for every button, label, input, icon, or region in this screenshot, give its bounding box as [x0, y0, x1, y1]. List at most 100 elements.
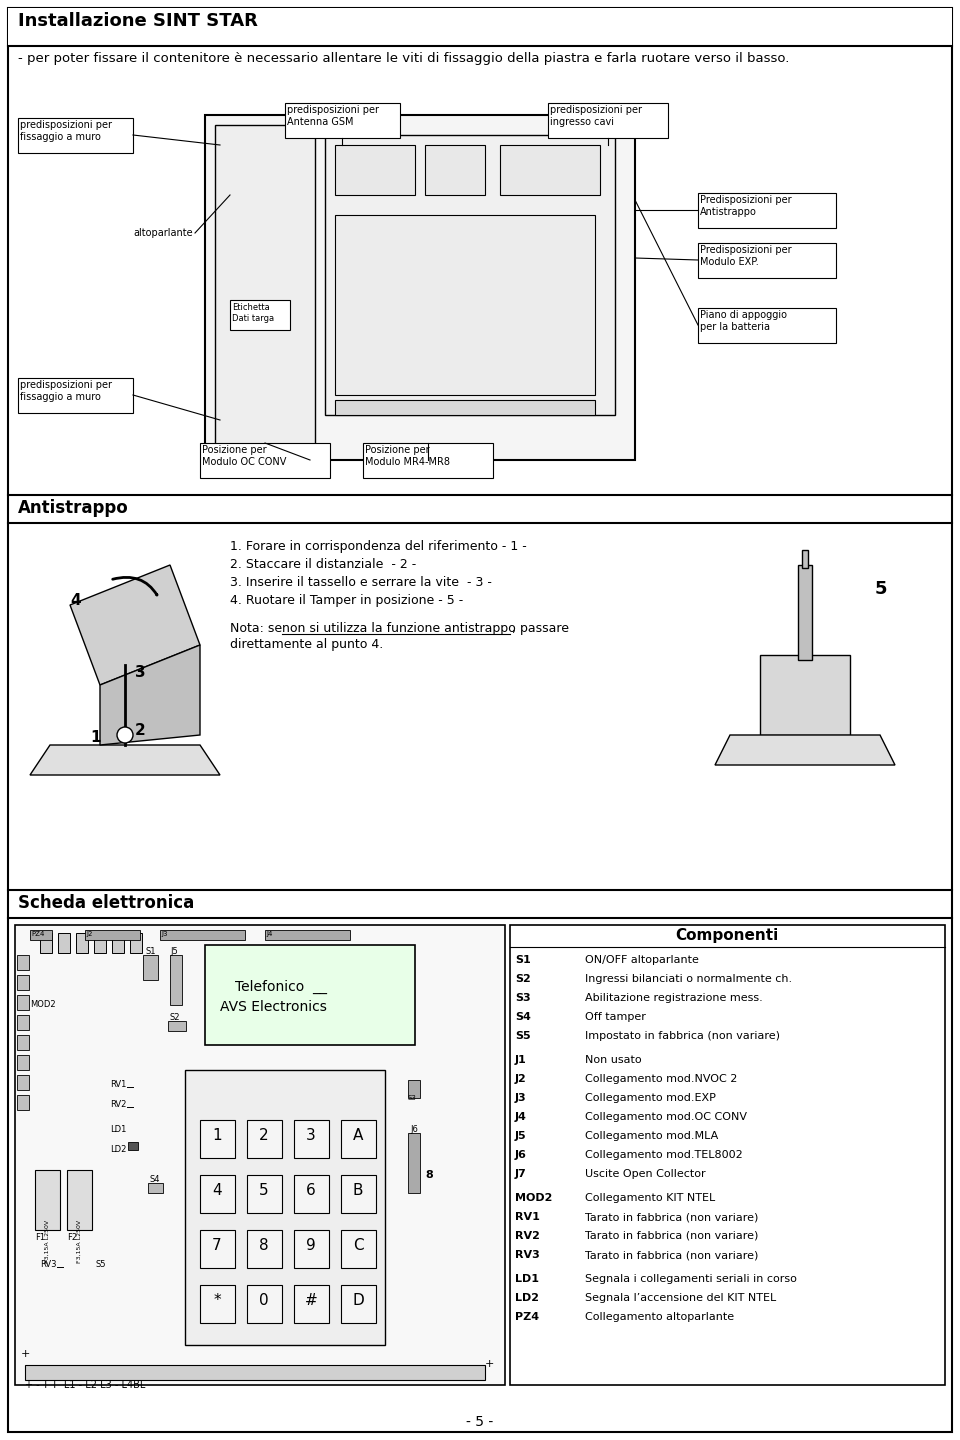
Polygon shape — [30, 744, 220, 775]
Bar — [363, 444, 493, 478]
Text: + - T T  L1 - L2 L3 - L4BL: + - T T L1 - L2 L3 - L4BL — [25, 1380, 145, 1390]
Text: Piano di appoggio
per la batteria: Piano di appoggio per la batteria — [700, 310, 787, 333]
Text: Posizione per
Modulo MR4-MR8: Posizione per Modulo MR4-MR8 — [365, 445, 450, 468]
Text: S4: S4 — [150, 1175, 160, 1184]
Circle shape — [106, 1260, 120, 1274]
Bar — [247, 1230, 282, 1269]
Text: 7: 7 — [212, 1238, 222, 1253]
Text: J3: J3 — [161, 932, 167, 937]
Circle shape — [123, 1080, 137, 1094]
Bar — [112, 933, 124, 953]
Circle shape — [125, 1125, 141, 1140]
Text: Ingressi bilanciati o normalmente ch.: Ingressi bilanciati o normalmente ch. — [585, 973, 792, 984]
Text: Tarato in fabbrica (non variare): Tarato in fabbrica (non variare) — [585, 1250, 758, 1260]
Polygon shape — [100, 645, 200, 744]
FancyArrowPatch shape — [112, 577, 156, 595]
Bar — [17, 1035, 29, 1050]
Text: Tarato in fabbrica (non variare): Tarato in fabbrica (non variare) — [585, 1212, 758, 1223]
Text: F2: F2 — [67, 1233, 77, 1241]
Bar — [247, 1120, 282, 1158]
Text: Collegamento mod.NVOC 2: Collegamento mod.NVOC 2 — [585, 1074, 737, 1084]
Bar — [205, 115, 635, 459]
Bar — [341, 1284, 376, 1323]
Text: 8: 8 — [425, 1169, 433, 1179]
Polygon shape — [70, 564, 200, 685]
Text: 4: 4 — [70, 593, 81, 608]
Bar — [200, 1120, 235, 1158]
Bar — [17, 1076, 29, 1090]
Text: J1: J1 — [515, 1056, 527, 1066]
Text: C: C — [352, 1238, 363, 1253]
Text: J7: J7 — [515, 1169, 527, 1179]
Bar — [67, 1169, 92, 1230]
Text: D: D — [352, 1293, 364, 1308]
Bar — [698, 308, 836, 343]
Text: S2: S2 — [170, 1012, 180, 1022]
Text: Antistrappo: Antistrappo — [18, 500, 129, 517]
Circle shape — [230, 160, 300, 230]
Text: Collegamento mod.OC CONV: Collegamento mod.OC CONV — [585, 1112, 747, 1122]
Text: Tarato in fabbrica (non variare): Tarato in fabbrica (non variare) — [585, 1231, 758, 1241]
Text: F3,15A L250V: F3,15A L250V — [77, 1220, 82, 1263]
Bar — [148, 1184, 163, 1192]
Polygon shape — [715, 734, 895, 765]
Text: +: + — [485, 1359, 494, 1369]
Ellipse shape — [505, 262, 525, 288]
Text: AVS Electronics: AVS Electronics — [220, 999, 326, 1014]
Bar — [160, 930, 245, 940]
Bar — [25, 1365, 485, 1380]
Text: predisposizioni per
fissaggio a muro: predisposizioni per fissaggio a muro — [20, 120, 112, 143]
Text: MOD2: MOD2 — [30, 999, 56, 1009]
Bar — [94, 933, 106, 953]
Text: J2: J2 — [86, 932, 92, 937]
Text: 0: 0 — [259, 1293, 269, 1308]
Circle shape — [30, 1280, 100, 1351]
Text: 2. Staccare il distanziale  - 2 -: 2. Staccare il distanziale - 2 - — [230, 557, 417, 572]
Bar — [247, 1284, 282, 1323]
Text: - 5 -: - 5 - — [467, 1416, 493, 1428]
Text: A: A — [353, 1128, 363, 1143]
Bar — [760, 655, 850, 734]
Text: S5: S5 — [95, 1260, 106, 1269]
Bar — [802, 550, 808, 567]
Bar — [215, 125, 315, 449]
Circle shape — [484, 1359, 496, 1371]
Bar — [294, 1120, 329, 1158]
Text: 4: 4 — [212, 1184, 222, 1198]
Text: J4: J4 — [515, 1112, 527, 1122]
Text: 3. Inserire il tassello e serrare la vite  - 3 -: 3. Inserire il tassello e serrare la vit… — [230, 576, 492, 589]
Text: B: B — [352, 1184, 363, 1198]
Text: LD2: LD2 — [110, 1145, 127, 1153]
Text: Nota: se: Nota: se — [230, 622, 286, 635]
Bar — [170, 955, 182, 1005]
Bar — [408, 1080, 420, 1097]
Bar — [698, 193, 836, 228]
Circle shape — [615, 125, 625, 135]
Bar — [408, 1133, 420, 1192]
Bar — [128, 1142, 138, 1151]
Text: Scheda elettronica: Scheda elettronica — [18, 894, 194, 912]
Text: MOD2: MOD2 — [515, 1192, 552, 1202]
Text: F3,15A L250V: F3,15A L250V — [44, 1220, 50, 1263]
Bar — [168, 1021, 186, 1031]
Bar — [335, 145, 415, 194]
Text: 2: 2 — [135, 723, 146, 737]
Text: RV2: RV2 — [110, 1100, 127, 1109]
Text: 4. Ruotare il Tamper in posizione - 5 -: 4. Ruotare il Tamper in posizione - 5 - — [230, 593, 464, 608]
Text: 3: 3 — [135, 665, 146, 680]
Text: Off tamper: Off tamper — [585, 1012, 646, 1022]
Text: Non usato: Non usato — [585, 1056, 641, 1066]
Text: LD2: LD2 — [515, 1293, 539, 1303]
Bar — [341, 1175, 376, 1212]
Text: F1: F1 — [35, 1233, 45, 1241]
Text: predisposizioni per
Antenna GSM: predisposizioni per Antenna GSM — [287, 105, 379, 127]
Text: S1: S1 — [515, 955, 531, 965]
Text: Collegamento KIT NTEL: Collegamento KIT NTEL — [585, 1192, 715, 1202]
Bar — [200, 1175, 235, 1212]
Text: RV3: RV3 — [515, 1250, 540, 1260]
Bar — [698, 243, 836, 278]
Bar — [76, 933, 88, 953]
Text: 8: 8 — [259, 1238, 269, 1253]
Bar — [17, 995, 29, 1009]
Bar — [17, 1094, 29, 1110]
